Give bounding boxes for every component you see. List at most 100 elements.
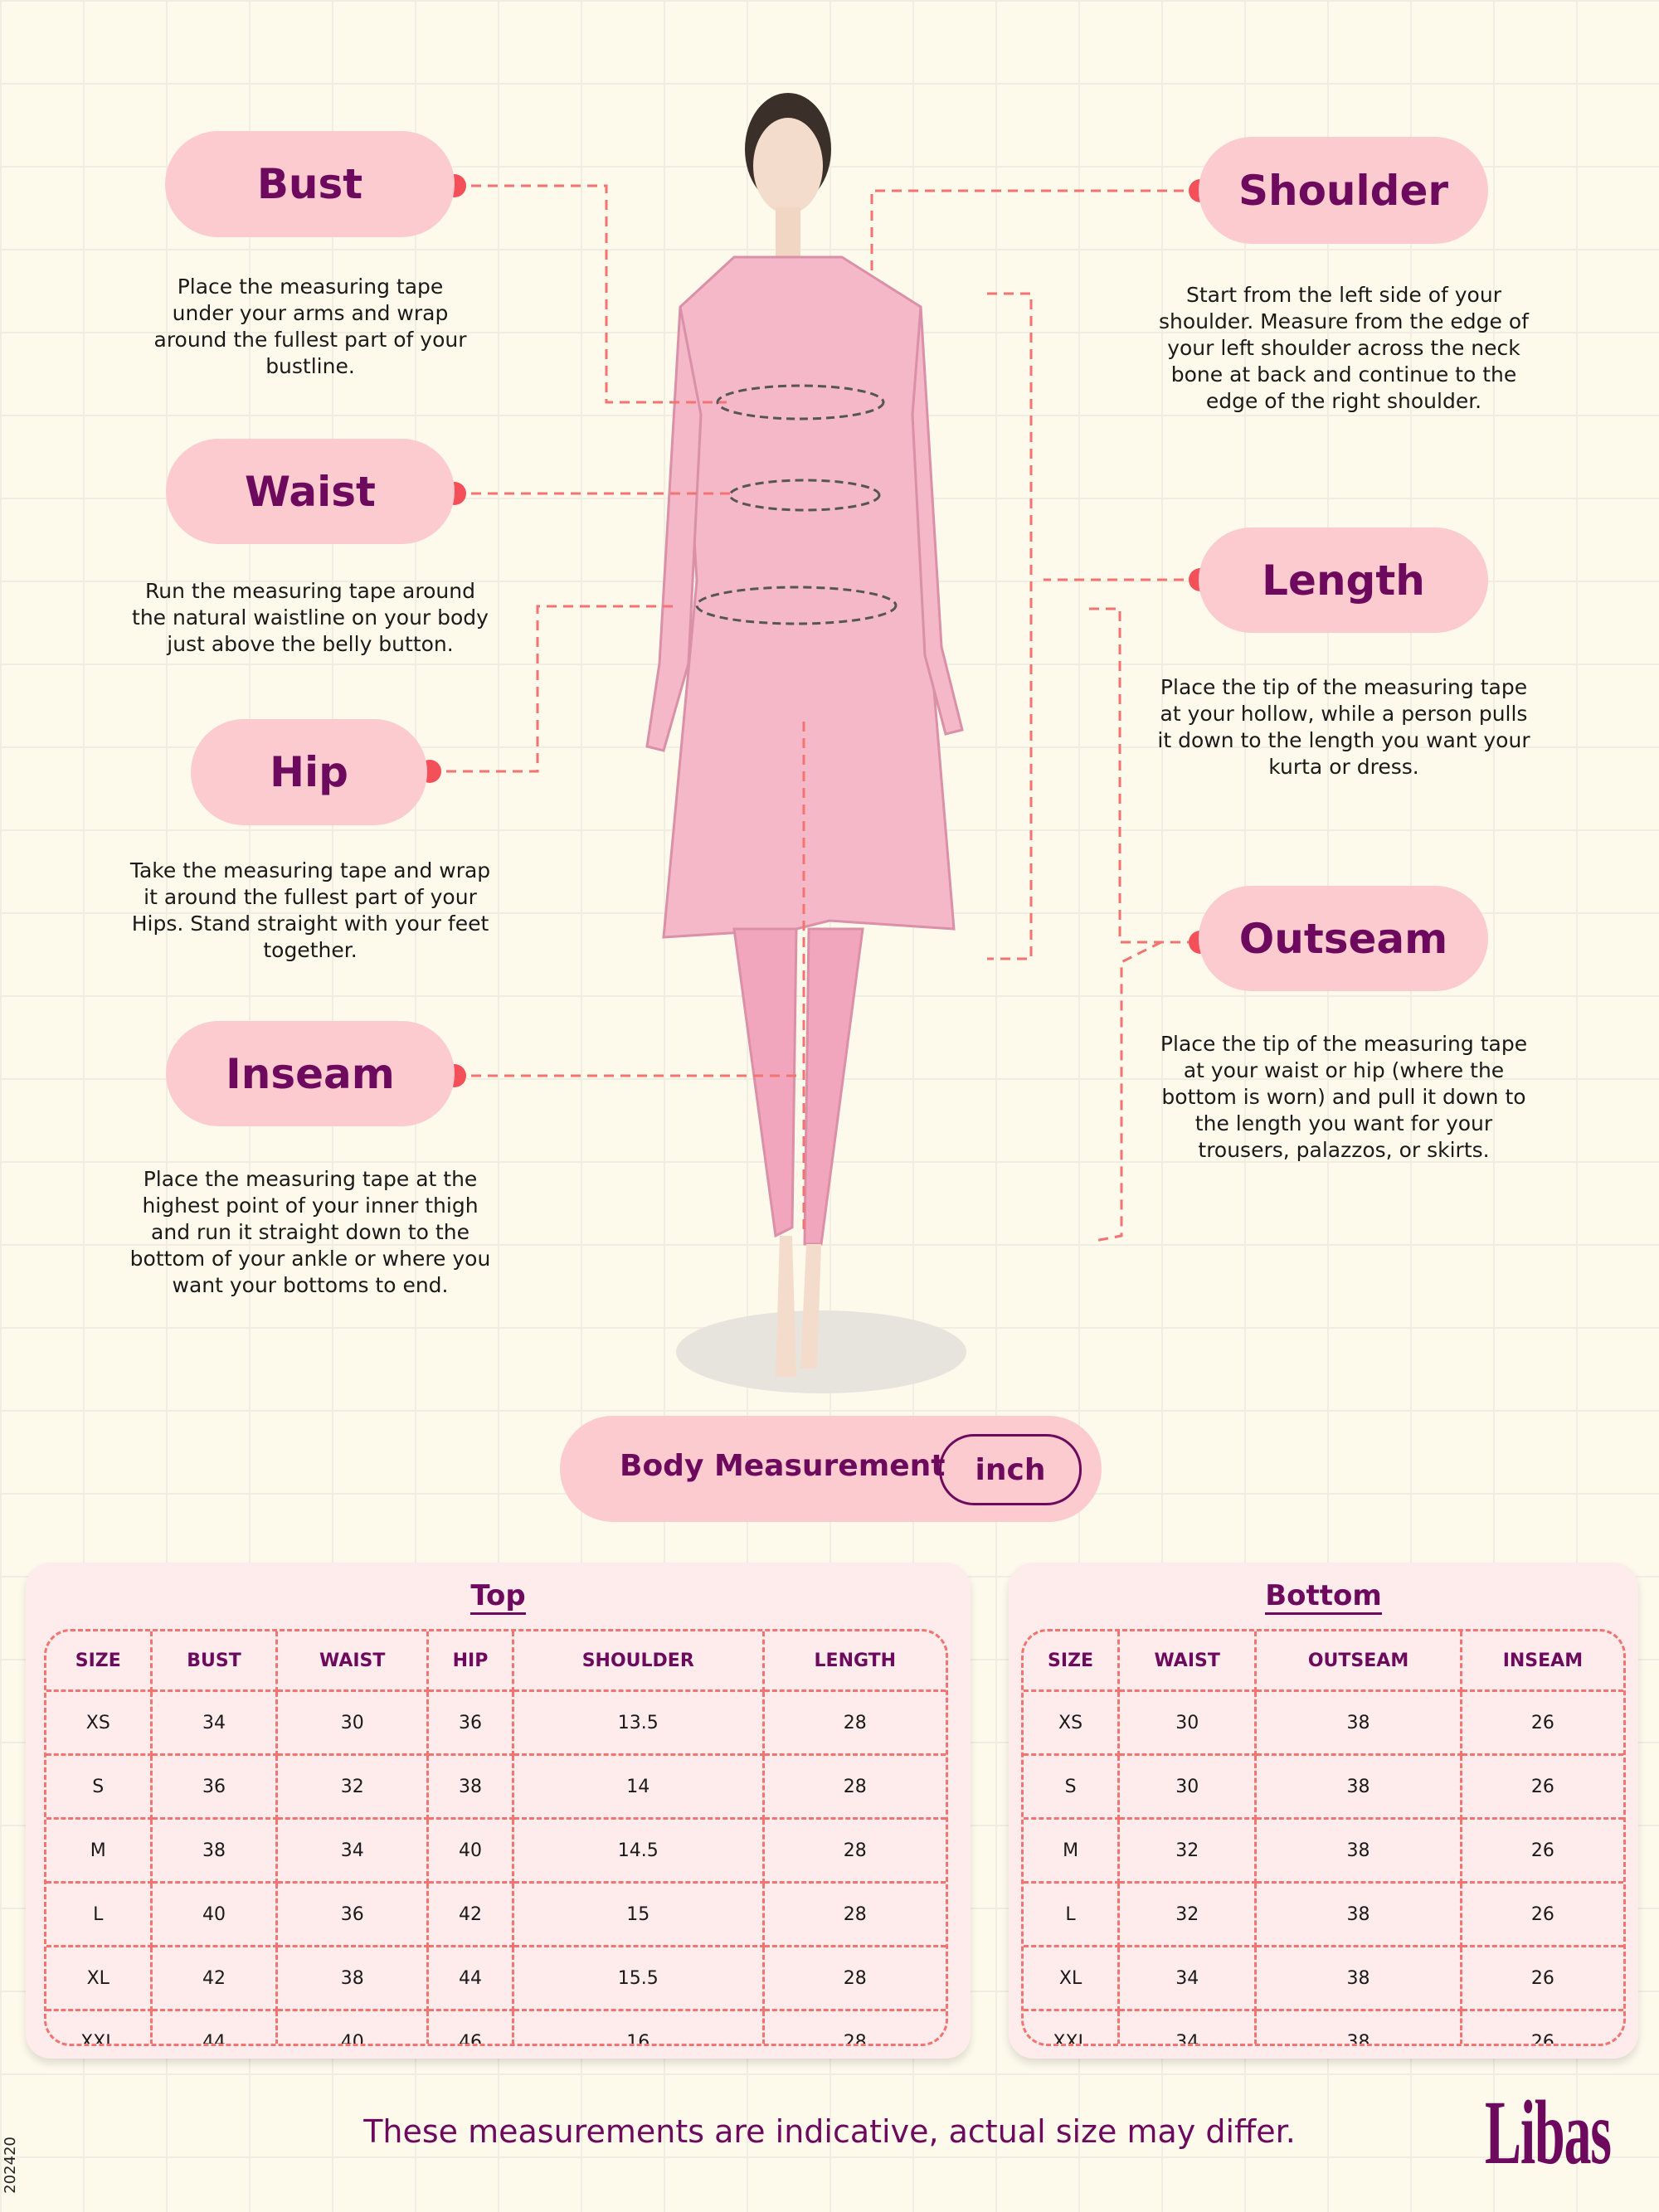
table-cell: 26 [1459, 1753, 1623, 1820]
table-cell: 42 [149, 1945, 279, 2011]
right-leg [803, 927, 864, 1246]
table-cell: 26 [1459, 1881, 1623, 1947]
table-cell: 28 [761, 1945, 946, 2011]
bottom-table-title: Bottom [1265, 1579, 1382, 1615]
floor-shadow [676, 1310, 966, 1393]
top-size-table: SIZE BUST WAIST HIP SHOULDER LENGTH XS 34 30 36 13… [44, 1629, 948, 2046]
table-cell: 40 [275, 2009, 430, 2044]
table-row: XL 42 38 44 15.5 28 [46, 1945, 946, 2011]
left-foot [776, 1236, 796, 1377]
outseam-label: Outseam [1199, 886, 1488, 991]
inseam-description: Place the measuring tape at the highest … [129, 1167, 491, 1297]
table-cell: XS [46, 1689, 153, 1756]
table-row: XS 30 38 26 [1024, 1689, 1623, 1756]
table-cell: 40 [149, 1881, 279, 1947]
table-cell: 15.5 [511, 1945, 765, 2011]
table-cell: 38 [1254, 1689, 1462, 1756]
top-size-card: Top SIZE BUST WAIST HIP SHOULDER LENGTH XS 34 30… [26, 1563, 971, 2059]
table-row: XS 34 30 36 13.5 28 [46, 1689, 946, 1756]
table-cell: L [1024, 1881, 1121, 1947]
table-cell: 38 [1254, 1881, 1462, 1947]
table-cell: 38 [149, 1817, 279, 1884]
table-cell: 38 [1254, 2009, 1462, 2044]
table-cell: M [46, 1817, 153, 1884]
table-cell: 36 [149, 1753, 279, 1820]
table-cell: 26 [1459, 1817, 1623, 1884]
table-cell: 28 [761, 1881, 946, 1947]
image-code: 202420 [1, 2137, 19, 2194]
body-measurement-toggle: Body Measurement inch [560, 1416, 1102, 1522]
table-cell: 28 [761, 1689, 946, 1756]
column-header: INSEAM [1459, 1631, 1623, 1692]
table-cell: 38 [1254, 1945, 1462, 2011]
table-cell: 38 [275, 1945, 430, 2011]
table-row: M 32 38 26 [1024, 1817, 1623, 1884]
libas-logo: Libas [1485, 2082, 1612, 2183]
column-header: WAIST [275, 1631, 430, 1692]
length-description: Place the tip of the measuring tape at y… [1157, 675, 1530, 779]
top-table-title: Top [470, 1579, 526, 1615]
table-cell: 30 [275, 1689, 430, 1756]
table-cell: 34 [1117, 1945, 1258, 2011]
left-leg [732, 927, 798, 1238]
length-label: Length [1199, 527, 1488, 633]
table-cell: 16 [511, 2009, 765, 2044]
table-cell: 34 [275, 1817, 430, 1884]
column-header: SIZE [1024, 1631, 1121, 1692]
neck [776, 207, 800, 257]
shoulder-label: Shoulder [1199, 137, 1488, 244]
column-header: SHOULDER [511, 1631, 765, 1692]
table-cell: 26 [1459, 1945, 1623, 2011]
table-cell: 28 [761, 1817, 946, 1884]
table-cell: 28 [761, 1753, 946, 1820]
table-cell: 40 [426, 1817, 514, 1884]
table-cell: 30 [1117, 1753, 1258, 1820]
table-row: XXL 34 38 26 [1024, 2009, 1623, 2044]
table-row: M 38 34 40 14.5 28 [46, 1817, 946, 1884]
column-header: BUST [149, 1631, 279, 1692]
header-row: SIZE WAIST OUTSEAM INSEAM [1024, 1631, 1623, 1692]
table-row: L 32 38 26 [1024, 1881, 1623, 1947]
table-cell: S [1024, 1753, 1121, 1820]
column-header: OUTSEAM [1254, 1631, 1462, 1692]
table-cell: 32 [1117, 1817, 1258, 1884]
inseam-label: Inseam [166, 1021, 455, 1126]
body-measurement-label: Body Measurement [620, 1449, 946, 1483]
column-header: SIZE [46, 1631, 153, 1692]
unit-inch-button[interactable]: inch [939, 1434, 1082, 1505]
table-cell: 26 [1459, 2009, 1623, 2044]
table-cell: 38 [426, 1753, 514, 1820]
hip-description: Take the measuring tape and wrap it arou… [129, 858, 491, 962]
table-cell: 26 [1459, 1689, 1623, 1756]
table-cell: 44 [149, 2009, 279, 2044]
header-row: SIZE BUST WAIST HIP SHOULDER LENGTH [46, 1631, 946, 1692]
table-cell: 32 [1117, 1881, 1258, 1947]
table-cell: XS [1024, 1689, 1121, 1756]
table-row: S 30 38 26 [1024, 1753, 1623, 1820]
table-row: S 36 32 38 14 28 [46, 1753, 946, 1820]
table-cell: XL [46, 1945, 153, 2011]
table-cell: 38 [1254, 1817, 1462, 1884]
right-sleeve [911, 306, 964, 736]
table-cell: S [46, 1753, 153, 1820]
table-cell: 32 [275, 1753, 430, 1820]
table-cell: XXL [46, 2009, 153, 2044]
table-cell: XL [1024, 1945, 1121, 2011]
column-header: LENGTH [761, 1631, 946, 1692]
table-cell: 46 [426, 2009, 514, 2044]
table-row: XXL 44 40 46 16 28 [46, 2009, 946, 2044]
table-cell: 34 [1117, 2009, 1258, 2044]
table-cell: 14 [511, 1753, 765, 1820]
table-cell: 42 [426, 1881, 514, 1947]
face [753, 118, 823, 214]
table-cell: 36 [275, 1881, 430, 1947]
table-cell: 34 [149, 1689, 279, 1756]
figure-illustration [418, 93, 1212, 1393]
table-cell: L [46, 1881, 153, 1947]
shoulder-description: Start from the left side of your shoulde… [1159, 283, 1529, 413]
table-row: L 40 36 42 15 28 [46, 1881, 946, 1947]
outseam-description: Place the tip of the measuring tape at y… [1160, 1032, 1528, 1162]
bust-description: Place the measuring tape under your arms… [153, 275, 467, 378]
kurta [662, 255, 956, 939]
right-foot [800, 1244, 821, 1369]
